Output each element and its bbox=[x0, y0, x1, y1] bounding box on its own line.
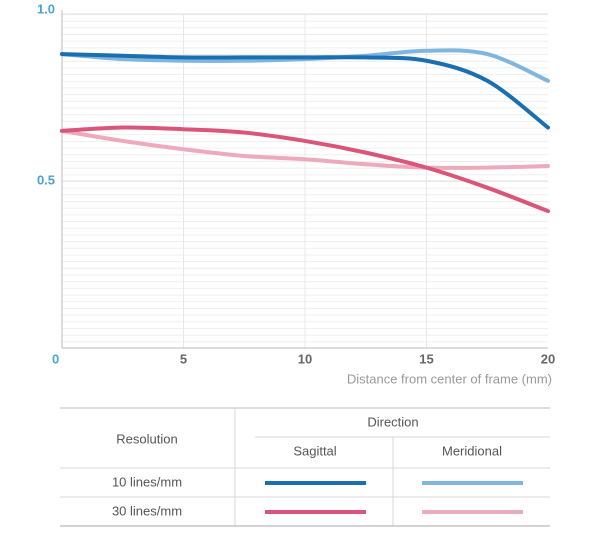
x-tick-label: 5 bbox=[180, 351, 187, 366]
y-tick-label: 0.5 bbox=[37, 172, 55, 187]
x-tick-label: 15 bbox=[419, 351, 433, 366]
row-label: 10 lines/mm bbox=[112, 474, 182, 489]
series-line bbox=[60, 128, 550, 170]
legend-table: Resolution Direction Sagittal Meridional… bbox=[60, 407, 550, 527]
swatches bbox=[265, 481, 523, 514]
row-label: 30 lines/mm bbox=[112, 503, 182, 518]
x-axis-label: Distance from center of frame (mm) bbox=[347, 371, 552, 386]
x-tick-label: 10 bbox=[298, 351, 312, 366]
plot bbox=[60, 48, 550, 214]
column-label: Meridional bbox=[442, 443, 502, 458]
row-header: Resolution bbox=[116, 431, 177, 446]
series-line bbox=[60, 52, 550, 130]
column-header: Direction bbox=[367, 414, 418, 429]
series-line bbox=[60, 125, 550, 214]
y-tick-label: 1.0 bbox=[37, 1, 55, 16]
column-label: Sagittal bbox=[293, 443, 336, 458]
x-tick-label: 20 bbox=[541, 351, 555, 366]
x-tick-label: 0 bbox=[52, 351, 59, 366]
